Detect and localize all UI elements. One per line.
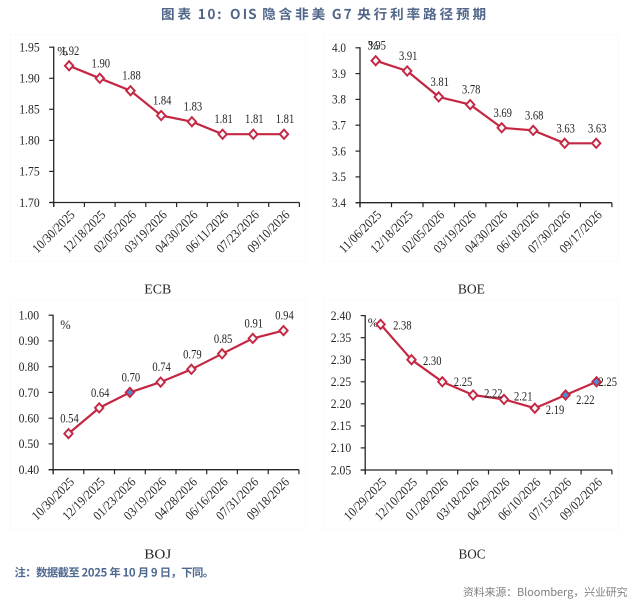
svg-text:1.75: 1.75 [19,164,40,179]
svg-text:0.50: 0.50 [19,436,40,451]
svg-text:2.15: 2.15 [331,418,352,433]
svg-text:2.40: 2.40 [331,308,352,323]
svg-text:2.25: 2.25 [331,374,352,389]
svg-text:%: % [368,316,378,330]
svg-text:1.92: 1.92 [61,43,80,58]
svg-text:1.85: 1.85 [19,102,40,117]
svg-text:1.81: 1.81 [245,111,264,126]
svg-text:1.88: 1.88 [122,68,141,83]
svg-text:BOJ: BOJ [144,547,172,562]
svg-text:3.78: 3.78 [462,82,481,97]
svg-text:0.85: 0.85 [214,331,233,346]
svg-text:3.63: 3.63 [556,120,575,135]
svg-text:%: % [368,39,378,53]
svg-text:3.6: 3.6 [332,143,346,158]
svg-text:1.84: 1.84 [153,93,172,108]
svg-text:1.70: 1.70 [19,195,40,210]
svg-text:2.25: 2.25 [454,374,473,389]
svg-text:3.4: 3.4 [332,195,346,210]
svg-text:0.40: 0.40 [19,462,40,477]
svg-text:1.90: 1.90 [19,71,40,86]
svg-text:2.21: 2.21 [514,389,533,404]
svg-text:2.19: 2.19 [546,402,565,417]
svg-text:2.30: 2.30 [423,353,442,368]
svg-text:BOE: BOE [458,283,485,298]
svg-text:ECB: ECB [144,283,171,298]
svg-text:2.05: 2.05 [331,462,352,477]
svg-text:1.80: 1.80 [19,133,40,148]
svg-text:3.95: 3.95 [367,38,386,53]
svg-text:2.20: 2.20 [331,396,352,411]
svg-text:3.69: 3.69 [493,105,512,120]
svg-text:2.22: 2.22 [484,385,503,400]
svg-text:3.8: 3.8 [332,92,346,107]
svg-text:3.91: 3.91 [399,48,418,63]
svg-text:1.00: 1.00 [19,308,40,323]
svg-text:3.9: 3.9 [332,66,346,81]
svg-text:3.81: 3.81 [430,74,449,89]
svg-text:%: % [60,318,70,332]
svg-text:1.81: 1.81 [214,111,233,126]
svg-text:3.5: 3.5 [332,169,346,184]
svg-text:0.70: 0.70 [122,369,141,384]
svg-text:2.22: 2.22 [576,392,595,407]
svg-text:3.7: 3.7 [332,118,346,133]
svg-text:0.60: 0.60 [19,411,40,426]
svg-text:0.74: 0.74 [152,359,171,374]
svg-text:0.80: 0.80 [19,359,40,374]
svg-text:1.95: 1.95 [19,40,40,55]
svg-text:2.10: 2.10 [331,440,352,455]
svg-text:2.38: 2.38 [393,318,412,333]
svg-text:0.79: 0.79 [183,346,202,361]
svg-text:0.94: 0.94 [275,308,294,323]
svg-text:BOC: BOC [459,547,486,562]
svg-text:2.25: 2.25 [599,374,618,389]
svg-text:4.0: 4.0 [332,40,346,55]
svg-text:0.70: 0.70 [19,385,40,400]
svg-text:2.30: 2.30 [331,352,352,367]
svg-text:1.83: 1.83 [184,99,203,114]
svg-text:0.64: 0.64 [91,385,110,400]
svg-text:3.68: 3.68 [525,107,544,122]
svg-text:1.81: 1.81 [276,111,295,126]
svg-text:2.35: 2.35 [331,330,352,345]
svg-text:0.54: 0.54 [60,411,79,426]
svg-text:3.63: 3.63 [588,120,607,135]
svg-text:0.90: 0.90 [19,333,40,348]
svg-text:1.90: 1.90 [92,55,111,70]
svg-text:%: % [57,45,67,59]
svg-text:0.91: 0.91 [245,315,264,330]
